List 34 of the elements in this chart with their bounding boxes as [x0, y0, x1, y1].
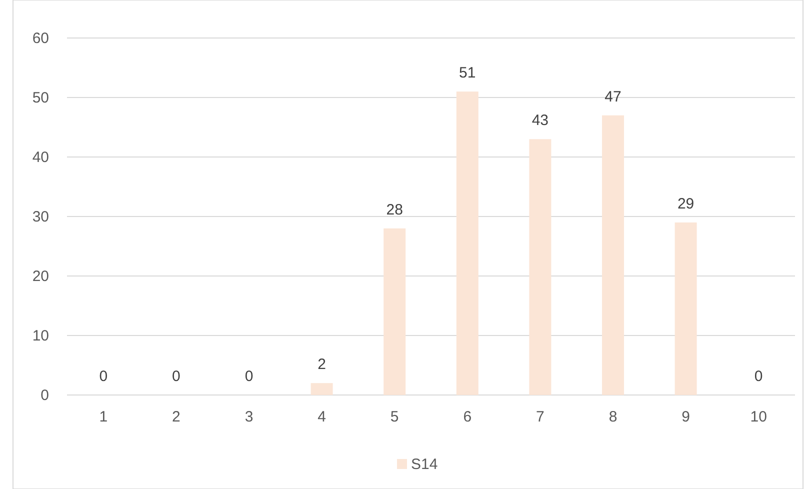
y-tick-label: 20	[32, 268, 49, 285]
data-label: 51	[459, 64, 476, 82]
bar	[384, 228, 406, 395]
bar	[310, 383, 333, 395]
x-tick-label: 9	[682, 408, 690, 426]
x-tick-label: 6	[463, 408, 472, 426]
y-tick-label: 10	[32, 327, 49, 344]
y-tick-label: 50	[32, 89, 49, 106]
data-label: 43	[532, 112, 549, 130]
x-tick-label: 3	[244, 408, 254, 426]
x-tick-label: 8	[608, 408, 618, 426]
data-label: 29	[677, 195, 694, 212]
data-label: 0	[244, 368, 254, 385]
legend-label: S14	[411, 456, 438, 473]
y-tick-label: 0	[40, 386, 49, 404]
data-label: 2	[318, 356, 326, 374]
x-tick-label: 1	[99, 408, 108, 426]
data-label: 0	[172, 368, 180, 385]
bar	[602, 115, 624, 395]
x-tick-label: 4	[318, 408, 326, 426]
bar	[674, 222, 697, 395]
data-label: 28	[386, 201, 403, 218]
x-tick-label: 10	[750, 408, 767, 426]
y-tick-label: 30	[32, 208, 49, 226]
bar	[529, 139, 552, 395]
data-label: 0	[754, 368, 763, 385]
x-tick-label: 2	[172, 408, 180, 426]
bar	[456, 92, 478, 395]
x-tick-label: 5	[390, 408, 399, 426]
y-tick-label: 60	[32, 30, 49, 47]
y-tick-label: 40	[32, 148, 49, 166]
data-label: 47	[604, 88, 622, 106]
data-label: 0	[99, 368, 108, 385]
x-tick-label: 7	[536, 408, 544, 426]
